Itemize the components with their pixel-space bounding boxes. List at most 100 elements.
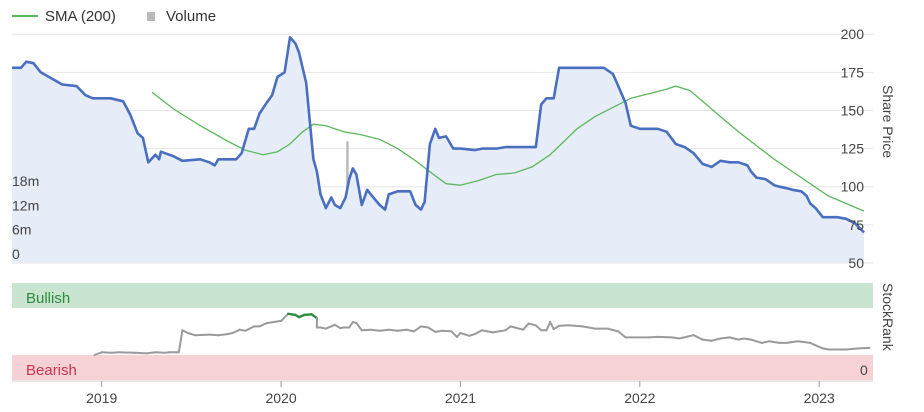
stockrank-segment	[845, 347, 860, 351]
stockrank-segment	[145, 351, 157, 355]
stockrank-segment	[534, 324, 543, 332]
stockrank-segment	[360, 328, 372, 332]
stockrank-panel: Bullish Bearish 0 StockRank	[12, 283, 896, 380]
price-y-ticks: 50 75 100 125 150 175 200	[841, 26, 865, 271]
stockrank-segment	[405, 328, 415, 333]
stockrank-segment	[549, 321, 555, 331]
stockrank-segment	[545, 321, 552, 332]
stockrank-segment	[671, 336, 681, 340]
stockrank-segment	[656, 335, 674, 339]
x-tick-label: 2020	[265, 390, 296, 406]
stockrank-segment	[809, 341, 824, 350]
stockrank-segment	[93, 351, 103, 356]
stockrank-segment	[434, 329, 444, 333]
stockrank-segment	[552, 324, 561, 331]
stockrank-segment	[208, 333, 220, 337]
sma-legend-label: SMA (200)	[45, 8, 116, 25]
stockrank-segment	[118, 351, 135, 354]
stockrank-segment	[678, 334, 695, 340]
stockrank-segment	[310, 313, 319, 320]
stockrank-segment	[491, 329, 507, 334]
x-tick-label: 2023	[804, 390, 835, 406]
volume-tick-label: 0	[12, 246, 20, 262]
stockrank-lines	[93, 312, 871, 356]
x-tick-label: 2019	[86, 390, 117, 406]
volume-tick-label: 12m	[12, 197, 39, 213]
volume-legend-label: Volume	[166, 8, 216, 25]
x-tick-label: 2021	[445, 390, 476, 406]
stockrank-segment	[177, 329, 184, 354]
stockrank-segment	[750, 338, 763, 344]
stockrank-segment	[481, 329, 494, 334]
stockrank-segment	[154, 351, 166, 354]
stockrank-segment	[606, 327, 620, 333]
stockrank-segment	[796, 340, 812, 344]
stockrank-segment	[258, 322, 268, 328]
price-tick-label: 200	[841, 26, 865, 42]
x-axis-ticks: 2019 2020 2021 2022 2023	[86, 381, 835, 406]
stockrank-segment	[109, 351, 121, 354]
stockrank-segment	[133, 351, 148, 355]
stockrank-segment	[217, 333, 229, 337]
stockrank-segment	[280, 312, 290, 322]
stockrank-segment	[272, 319, 283, 323]
stockrank-segment	[719, 336, 731, 340]
stockrank-segment	[617, 330, 627, 339]
sma-line	[151, 85, 865, 212]
stockrank-segment	[522, 322, 530, 331]
price-line	[12, 36, 865, 234]
stockrank-segment	[387, 328, 399, 332]
stockrank-segment	[369, 328, 381, 332]
price-tick-label: 75	[848, 217, 864, 233]
stockrank-segment	[378, 328, 390, 332]
volume-tick-label: 18m	[12, 173, 39, 189]
stockrank-segment	[100, 351, 112, 354]
stockrank-segment	[348, 321, 354, 329]
stockrank-segment	[194, 333, 211, 337]
stockrank-segment	[509, 325, 525, 331]
stockrank-segment	[785, 340, 799, 344]
bullish-label: Bullish	[26, 290, 70, 307]
bearish-band	[12, 355, 873, 380]
stockrank-segment	[760, 340, 770, 344]
stockrank-segment	[244, 325, 256, 332]
stockrank-segment	[333, 323, 342, 330]
price-tick-label: 125	[841, 141, 865, 157]
stockrank-segment	[231, 328, 241, 334]
stockrank-segment	[647, 335, 659, 339]
stockrank-segment	[857, 346, 871, 350]
volume-ticks: 0 6m 12m 18m	[12, 173, 39, 262]
stockrank-segment	[473, 329, 483, 336]
stockrank-segment	[324, 323, 336, 330]
stockrank-segment	[287, 312, 297, 317]
stockrank-segment	[742, 337, 752, 341]
stockrank-segment	[558, 324, 570, 327]
stockrank-segment	[504, 325, 512, 332]
stockrank-segment	[581, 325, 596, 330]
volume-legend-swatch	[147, 12, 155, 21]
price-area-fill	[12, 37, 864, 263]
stockrank-segment	[181, 329, 189, 334]
price-tick-label: 50	[848, 255, 864, 271]
stockrank-segment	[701, 338, 713, 342]
stockrank-segment	[459, 332, 471, 337]
volume-tick-label: 6m	[12, 222, 31, 238]
stockrank-segment	[728, 336, 740, 341]
stockrank-segment	[768, 340, 781, 344]
stockrank-segment	[441, 329, 453, 333]
price-axis-title: Share Price	[880, 85, 896, 158]
stockrank-segment	[412, 325, 422, 333]
stockrank-segment	[396, 328, 408, 332]
bearish-label: Bearish	[26, 362, 77, 379]
stockrank-segment	[527, 322, 537, 327]
stockrank-segment	[355, 322, 363, 332]
stockrank-segment	[450, 330, 458, 338]
stockrank-segment	[567, 324, 584, 328]
price-tick-label: 100	[841, 179, 865, 195]
legend: SMA (200) Volume	[12, 8, 216, 25]
stockrank-segment	[710, 337, 722, 342]
price-tick-label: 175	[841, 64, 865, 80]
stockrank-segment	[427, 326, 437, 333]
stockrank-segment	[186, 332, 196, 337]
